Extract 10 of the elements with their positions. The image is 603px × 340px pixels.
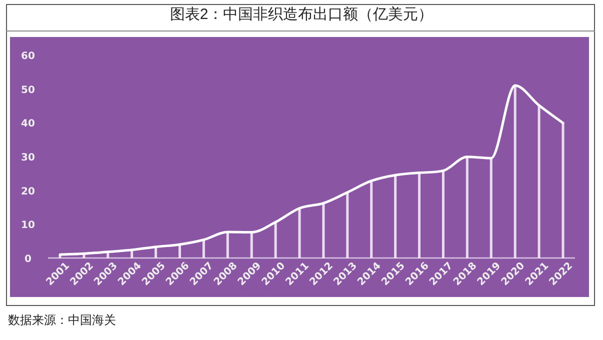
y-tick-label: 10 xyxy=(21,220,35,232)
line-series xyxy=(58,84,564,256)
y-tick-label: 0 xyxy=(24,254,32,265)
y-tick-label: 60 xyxy=(21,51,35,62)
chart-title: 图表2：中国非织造布出口额（亿美元） xyxy=(168,5,434,24)
source-note: 数据来源：中国海关 xyxy=(8,312,116,329)
y-tick-label: 40 xyxy=(21,118,35,130)
y-tick-label: 50 xyxy=(21,84,35,96)
y-tick-label: 30 xyxy=(21,152,35,164)
y-tick-label: 20 xyxy=(21,186,35,198)
